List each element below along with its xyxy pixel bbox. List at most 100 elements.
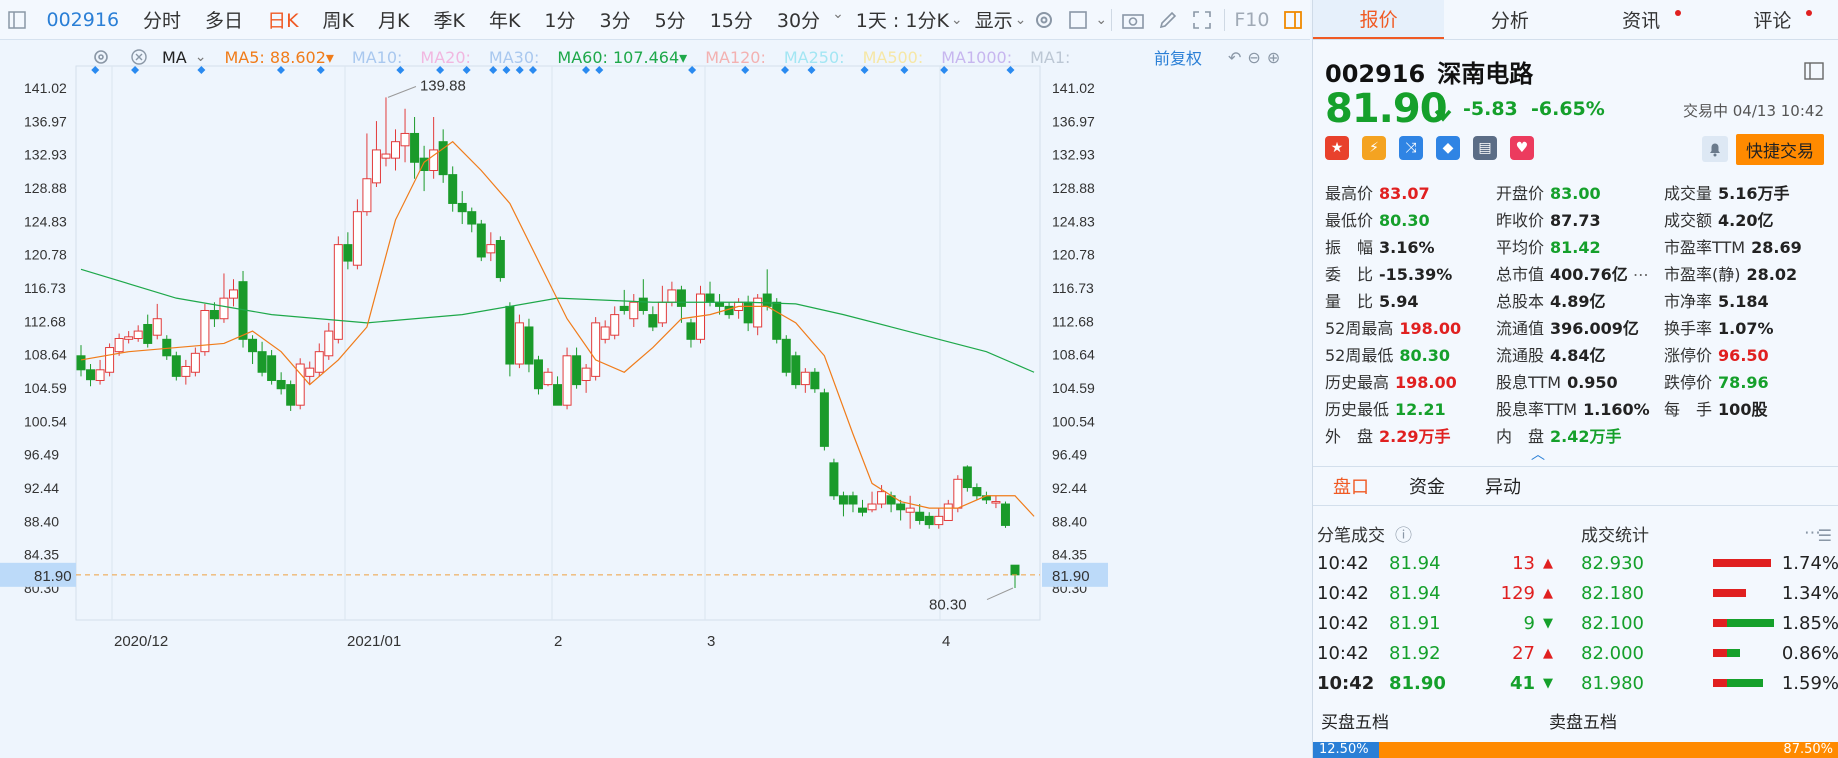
candle-body[interactable]: [476, 223, 486, 258]
candle-body[interactable]: [448, 174, 458, 204]
period-tab[interactable]: 季K: [433, 10, 465, 32]
candle-body[interactable]: [934, 515, 944, 526]
candle-body[interactable]: [629, 301, 639, 320]
candle-body[interactable]: [581, 367, 591, 381]
candle-body[interactable]: [457, 202, 467, 213]
event-marker-icon[interactable]: [528, 66, 537, 74]
gear-icon[interactable]: [88, 44, 114, 70]
candle-body[interactable]: [543, 371, 553, 386]
list-icon[interactable]: ☰: [1817, 526, 1832, 545]
event-marker-icon[interactable]: [502, 66, 511, 74]
f10-button[interactable]: F10: [1234, 8, 1270, 31]
gear-icon[interactable]: [1032, 7, 1055, 33]
shuffle-icon[interactable]: ⤨: [1399, 136, 1423, 160]
candle-body[interactable]: [286, 384, 296, 406]
candle-body[interactable]: [562, 355, 572, 406]
candle-body[interactable]: [896, 503, 906, 511]
period-tab[interactable]: 多日: [205, 10, 244, 32]
candle-body[interactable]: [133, 330, 143, 339]
candle-body[interactable]: [371, 149, 381, 184]
period-select[interactable]: 1天 : 1分K: [855, 10, 949, 32]
period-tab[interactable]: 日K: [267, 10, 299, 32]
event-marker-icon[interactable]: [462, 66, 471, 74]
candle-body[interactable]: [638, 297, 648, 311]
close-circle-icon[interactable]: [126, 44, 152, 70]
candle-body[interactable]: [867, 503, 877, 511]
chevron-down-icon[interactable]: ⌄: [194, 49, 207, 65]
ma-legend-item[interactable]: MA120:: [705, 47, 766, 67]
candle-body[interactable]: [953, 478, 963, 509]
fullscreen-icon[interactable]: [1191, 7, 1214, 33]
candle-body[interactable]: [600, 326, 610, 340]
ma-legend-item[interactable]: MA1000:: [941, 47, 1013, 67]
candle-body[interactable]: [228, 289, 238, 299]
candle-body[interactable]: [657, 301, 667, 324]
expand-icon[interactable]: [1804, 62, 1824, 80]
ma-label[interactable]: MA: [162, 47, 187, 67]
candle-body[interactable]: [514, 322, 524, 365]
quote-tab[interactable]: 报价: [1313, 0, 1445, 39]
candle-body[interactable]: [829, 462, 839, 497]
event-marker-icon[interactable]: [436, 66, 445, 74]
candle-body[interactable]: [791, 355, 801, 386]
pencil-icon[interactable]: [1157, 7, 1180, 33]
candle-body[interactable]: [1000, 503, 1010, 526]
kline-chart[interactable]: MA ⌄ MA5: 88.602 ▾ MA10: MA20: MA30: MA60: 1…: [0, 40, 1310, 758]
candle-body[interactable]: [333, 244, 343, 340]
candle-body[interactable]: [915, 511, 925, 521]
bookmark-icon[interactable]: ▤: [1473, 136, 1497, 160]
event-marker-icon[interactable]: [197, 66, 206, 74]
candle-body[interactable]: [190, 352, 200, 373]
candle-body[interactable]: [248, 338, 258, 353]
candle-body[interactable]: [905, 507, 915, 513]
quote-tab[interactable]: 资讯: [1576, 0, 1707, 39]
sub-tab[interactable]: 资金: [1409, 477, 1445, 498]
candle-body[interactable]: [152, 318, 162, 336]
candle-body[interactable]: [381, 153, 391, 159]
camera-icon[interactable]: [1122, 7, 1145, 33]
candle-body[interactable]: [209, 309, 219, 320]
candle-body[interactable]: [924, 515, 934, 526]
candle-body[interactable]: [686, 322, 696, 340]
chevron-down-icon[interactable]: ⌄: [950, 11, 963, 28]
event-marker-icon[interactable]: [900, 66, 909, 74]
zoom-in-icon[interactable]: ⊕: [1266, 47, 1281, 67]
candle-body[interactable]: [772, 301, 782, 340]
undo-icon[interactable]: ↶: [1228, 47, 1242, 67]
sub-tab[interactable]: 异动: [1485, 477, 1521, 498]
candle-body[interactable]: [495, 240, 505, 279]
candle-body[interactable]: [114, 337, 124, 353]
candle-body[interactable]: [533, 359, 543, 390]
candle-body[interactable]: [800, 371, 810, 386]
candle-body[interactable]: [991, 501, 1001, 504]
candle-body[interactable]: [1010, 564, 1020, 576]
candle-body[interactable]: [391, 141, 401, 159]
quick-trade-button[interactable]: 快捷交易: [1736, 134, 1824, 165]
event-marker-icon[interactable]: [688, 66, 697, 74]
candle-body[interactable]: [324, 330, 334, 357]
event-marker-icon[interactable]: [131, 66, 140, 74]
period-tab[interactable]: 30分: [776, 10, 821, 32]
more-icon[interactable]: ⋯: [1627, 264, 1649, 284]
candle-body[interactable]: [848, 495, 858, 505]
candle-body[interactable]: [429, 149, 439, 172]
candle-body[interactable]: [362, 178, 372, 213]
candle-body[interactable]: [781, 338, 791, 373]
ma-legend-item[interactable]: MA60: 107.464: [557, 47, 680, 67]
candle-body[interactable]: [343, 244, 353, 262]
candle-body[interactable]: [619, 305, 629, 311]
collapse-icon[interactable]: ︿: [1531, 447, 1545, 463]
chevron-down-icon[interactable]: ⌄: [1014, 11, 1027, 28]
candle-body[interactable]: [305, 367, 315, 377]
caret-down-icon[interactable]: ▾: [679, 47, 688, 67]
candle-body[interactable]: [95, 369, 105, 381]
candle-body[interactable]: [86, 369, 96, 381]
candle-body[interactable]: [200, 309, 210, 353]
lightning-icon[interactable]: ⚡: [1362, 136, 1386, 160]
ma-legend-item[interactable]: MA30:: [488, 47, 540, 67]
ma-legend-item[interactable]: MA250:: [783, 47, 845, 67]
candle-body[interactable]: [676, 289, 686, 307]
candle-body[interactable]: [667, 289, 677, 303]
candle-body[interactable]: [219, 297, 229, 320]
candle-body[interactable]: [762, 293, 772, 307]
